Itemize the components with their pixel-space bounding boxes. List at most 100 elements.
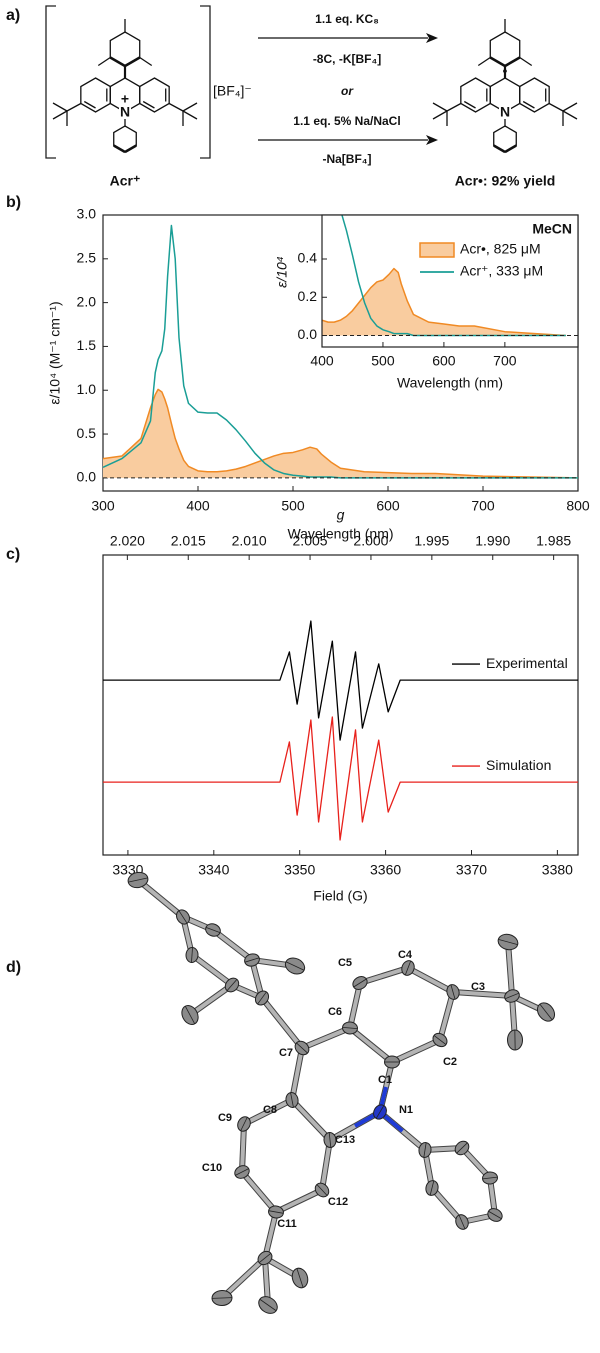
x-tick-label: 3380 [542, 862, 573, 878]
ellipsoid-axis [296, 1268, 304, 1288]
bond [66, 102, 82, 112]
bond [182, 110, 198, 120]
atom-label: C12 [328, 1196, 348, 1208]
bond [139, 56, 153, 67]
bond [348, 981, 362, 1030]
ellipsoid-axis [191, 947, 193, 963]
bond [432, 102, 448, 112]
bond [242, 1098, 294, 1126]
x-tick-label: 600 [376, 498, 400, 514]
inset-frame [321, 214, 579, 348]
bond [493, 144, 506, 154]
ellipsoid-axis [482, 1176, 498, 1180]
bond [506, 940, 514, 998]
ring [139, 77, 170, 113]
bond [113, 144, 126, 154]
y-tick-label: 3.0 [77, 206, 97, 222]
x2-tick-label: 1.995 [414, 533, 449, 549]
radical-dot: • [503, 63, 508, 79]
x-axis-title: Wavelength (nm) [287, 526, 393, 542]
bond [522, 100, 535, 109]
legend-label: Experimental [486, 655, 568, 671]
bond [290, 1098, 332, 1142]
panel-label: d) [6, 959, 21, 976]
ellipsoid-axis [128, 877, 148, 883]
ellipsoid-axis [257, 991, 267, 1005]
bracket [45, 5, 211, 159]
atom-bg [119, 105, 131, 119]
panel-label: b) [6, 194, 21, 211]
x-axis-title: Wavelength (nm) [397, 375, 503, 391]
x-tick-label: 500 [281, 498, 305, 514]
bond [182, 102, 198, 112]
ellipsoid-axis [184, 1005, 196, 1025]
plot-series [102, 224, 579, 479]
area [103, 389, 578, 478]
atom-label: C2 [443, 1056, 457, 1068]
crystal-structure: C5 C4 C3 C6 C2 C7 C1 C8 C9 N1 C13 C10 C12 C11 [127, 871, 556, 1314]
ellipsoid-axis [226, 979, 238, 991]
bond [390, 1038, 442, 1064]
atom-label: C10 [202, 1162, 222, 1174]
bond [240, 1170, 278, 1214]
ring [460, 77, 491, 113]
atom-label: C8 [263, 1104, 277, 1116]
ellipsoid-axis [328, 1132, 332, 1148]
x-tick-label: 300 [91, 498, 115, 514]
atom-label: C7 [279, 1047, 293, 1059]
bond [52, 110, 68, 120]
y-tick-label: 2.5 [77, 250, 97, 266]
bond [260, 996, 304, 1050]
ellipsoid-axis [316, 1184, 328, 1196]
x-tick-label: 800 [566, 498, 590, 514]
y-tick-label: 2.0 [77, 293, 97, 309]
ellipsoid-axis [488, 1210, 502, 1220]
bond [548, 102, 564, 112]
ellipsoid-axis [450, 984, 456, 1000]
x2-tick-label: 2.000 [353, 533, 388, 549]
x2-tick-label: 2.015 [171, 533, 206, 549]
ellipsoid-axis [423, 1142, 427, 1158]
y-tick-label: 0.0 [298, 326, 318, 342]
ellipsoid-axis [433, 1035, 447, 1045]
bond [274, 1188, 324, 1214]
line [102, 224, 578, 479]
panel-label: c) [6, 546, 20, 563]
x-tick-label: 600 [432, 353, 456, 369]
x2-tick-label: 1.985 [536, 533, 571, 549]
line [102, 388, 579, 479]
y-tick-label: 1.0 [77, 381, 97, 397]
ellipsoid-axis [211, 1297, 233, 1299]
panel-label: a) [6, 7, 20, 24]
x-tick-label: 500 [371, 353, 395, 369]
bond [320, 1138, 332, 1192]
ellipsoid-axis [178, 910, 188, 924]
ellipsoid-axis [296, 1042, 308, 1054]
x-tick-label: 700 [471, 498, 495, 514]
reaction-condition: -Na[BF₄] [322, 152, 371, 166]
ellipsoid-axis [259, 1298, 277, 1312]
x-tick-label: 400 [310, 353, 334, 369]
ring [519, 77, 550, 113]
legend-label: Acr•, 825 μM [460, 241, 541, 257]
x-tick-label: 400 [186, 498, 210, 514]
bond [562, 102, 578, 112]
bond [190, 953, 234, 987]
ellipsoid-axis [258, 1252, 272, 1264]
ellipsoid-axis [353, 978, 367, 988]
bond [136, 878, 185, 919]
line [103, 620, 578, 741]
ellipsoid-axis [205, 927, 221, 933]
y-tick-label: 0.2 [298, 288, 318, 304]
atom-label: C3 [471, 981, 485, 993]
bond [438, 990, 455, 1042]
ellipsoid-axis [375, 1105, 385, 1119]
reaction-condition: 1.1 eq. KC₈ [315, 12, 379, 26]
bond [432, 110, 448, 120]
atom-label: C5 [338, 957, 352, 969]
bond [52, 102, 68, 112]
bond [290, 1046, 304, 1102]
bond [504, 144, 517, 154]
legend-title: MeCN [532, 221, 572, 237]
bond [504, 56, 521, 68]
